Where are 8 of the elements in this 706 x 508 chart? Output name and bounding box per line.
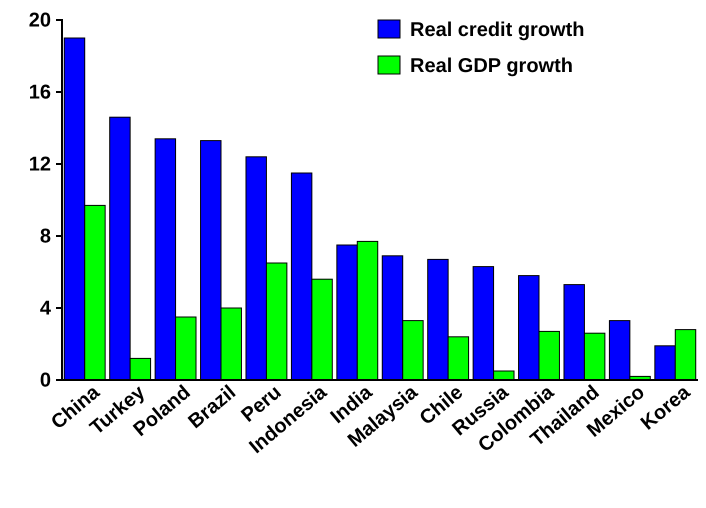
y-tick-label: 4 bbox=[40, 297, 52, 320]
legend-label: Real GDP growth bbox=[410, 55, 573, 77]
y-tick-label: 0 bbox=[40, 369, 51, 392]
y-tick-label: 12 bbox=[28, 153, 51, 176]
y-tick-label: 20 bbox=[28, 9, 51, 32]
y-tick-label: 8 bbox=[40, 225, 51, 248]
y-tick-label: 16 bbox=[28, 81, 51, 104]
legend-label: Real credit growth bbox=[410, 19, 584, 41]
